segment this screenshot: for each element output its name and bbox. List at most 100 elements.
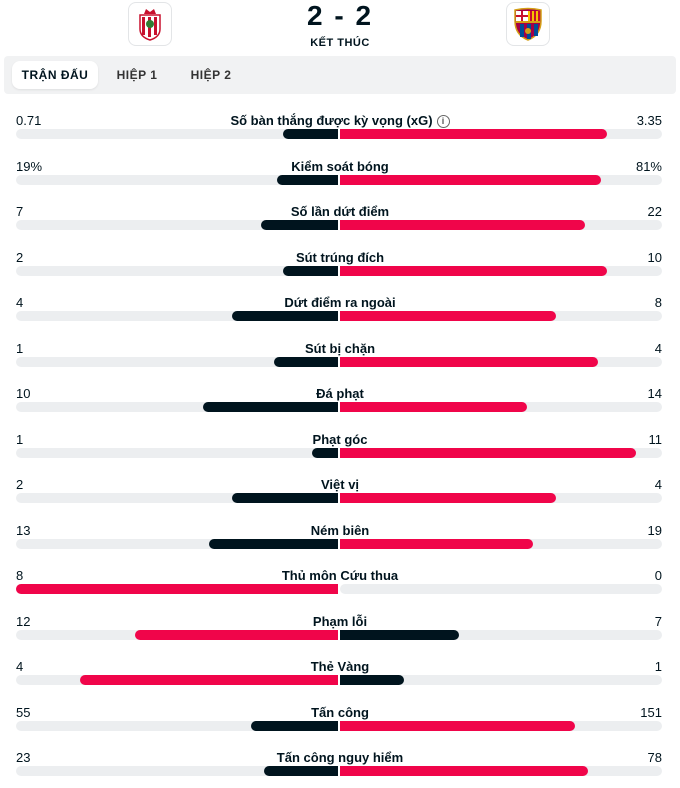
stat-home-bar [231,493,338,503]
tab-second-half[interactable]: HIỆP 2 [190,68,232,82]
stat-row: 4 Thẻ Vàng 1 [0,642,680,687]
stat-home-bar-track [16,220,338,230]
stat-away-value: 4 [654,477,662,492]
stat-home-bar [283,129,338,139]
stat-label-text: Kiểm soát bóng [291,158,389,174]
stat-away-value: 22 [647,204,662,219]
stat-home-bar [231,311,338,321]
stat-home-bar-track [16,675,338,685]
stat-home-value: 13 [16,522,31,538]
stat-label-text: Thủ môn Cứu thua [281,568,399,583]
stat-home-bar-track [16,629,338,640]
stat-label: Sút trúng đích [0,250,680,265]
stat-row: 2 Việt vị 4 [0,460,680,505]
stat-row: 23 Tấn công nguy hiểm 78 [0,733,680,778]
stat-home-bar-track [16,447,338,458]
stat-home-bar-track [16,356,338,367]
stat-label-text: Thẻ Vàng [310,659,370,674]
stat-home-value: 1 [16,340,24,356]
stat-label: Thẻ Vàng [0,659,680,674]
stat-away-value: 78 [647,750,662,765]
stat-row: 7 Số lần dứt điểm 22 [0,187,680,232]
stat-home-bar-track [16,311,338,321]
stat-away-bar [340,629,460,640]
stat-row: 0.71 Số bàn thắng được kỳ vọng (xG) i 3.35 [0,96,680,141]
stat-away-bar-track [340,720,662,731]
stat-home-value: 4 [16,295,24,310]
stat-label-text: Tấn công [311,704,369,720]
home-team-logo[interactable] [128,2,172,46]
stat-home-bar [263,766,338,776]
stat-away-bar [340,675,405,685]
stat-label-text: Ném biên [310,522,370,538]
stat-away-bar [340,220,585,230]
stat-label: Số bàn thắng được kỳ vọng (xG) i [0,113,680,128]
granada-crest-icon [139,9,161,41]
stat-away-bar-track [340,220,662,230]
stat-home-value: 1 [16,431,24,447]
stat-home-bar-track [16,720,338,731]
stat-home-bar [276,174,338,185]
stat-home-bar [16,584,338,594]
stat-home-bar [260,220,338,230]
stat-home-value: 7 [16,204,24,219]
stat-home-value: 10 [16,386,31,401]
stat-label-text: Số bàn thắng được kỳ vọng (xG) [230,113,433,128]
stat-away-bar-track [340,538,662,549]
tab-first-half[interactable]: HIỆP 1 [116,68,158,82]
stat-home-value: 0.71 [16,113,42,128]
tab-full-match[interactable]: TRẬN ĐẤU [12,61,98,89]
stat-row: 8 Thủ môn Cứu thua 0 [0,551,680,596]
stat-away-bar [340,447,637,458]
stat-away-bar-track [340,402,662,412]
away-team-logo[interactable] [506,2,550,46]
stat-away-value: 14 [647,386,662,401]
stat-label: Số lần dứt điểm [0,204,680,219]
stat-label-text: Sút bị chặn [304,340,376,356]
stat-label: Thủ môn Cứu thua [0,568,680,583]
stat-away-bar [340,265,608,276]
stat-home-value: 19% [16,158,43,174]
stat-away-bar [340,538,534,549]
stat-away-bar [340,129,608,139]
stat-home-bar [283,265,338,276]
stat-label: Tấn công [0,705,680,720]
stat-row: 19% Kiểm soát bóng 81% [0,142,680,187]
stat-home-bar-track [16,402,338,412]
stat-label-text: Phạm lỗi [312,613,368,629]
stat-home-value: 8 [16,568,24,583]
stat-away-bar-track [340,584,662,594]
stat-label: Ném biên [0,523,680,538]
stat-away-bar-track [340,447,662,458]
stat-label: Kiểm soát bóng [0,159,680,174]
stat-label: Việt vị [0,477,680,492]
stat-home-value: 2 [16,249,24,265]
stat-away-bar [340,402,527,412]
stat-away-bar [340,356,598,367]
stat-away-bar-track [340,129,662,139]
stat-away-bar-track [340,766,662,776]
stat-home-bar [312,447,338,458]
stat-label: Dứt điểm ra ngoài [0,295,680,310]
stat-row: 2 Sút trúng đích 10 [0,233,680,278]
stat-home-bar [273,356,338,367]
stat-home-bar-track [16,129,338,139]
info-icon[interactable]: i [436,115,450,128]
stat-label-text: Sút trúng đích [295,249,385,265]
stat-home-bar-track [16,538,338,549]
match-status: KẾT THÚC [310,37,370,49]
stat-label-text: Việt vị [320,477,360,492]
stat-home-value: 12 [16,613,31,629]
stat-away-value: 81% [635,158,662,174]
stat-away-bar-track [340,675,662,685]
stat-home-value: 55 [16,704,31,720]
stat-away-value: 4 [654,340,662,356]
stat-row: 1 Phạt góc 11 [0,415,680,460]
stat-home-bar-track [16,766,338,776]
stat-label: Tấn công nguy hiểm [0,750,680,765]
stat-home-bar-track [16,174,338,185]
stat-home-bar [80,675,338,685]
stat-label-text: Phạt góc [312,431,368,447]
stat-label-text: Đá phạt [316,386,364,401]
period-tabs: TRẬN ĐẤU HIỆP 1 HIỆP 2 [4,56,676,94]
